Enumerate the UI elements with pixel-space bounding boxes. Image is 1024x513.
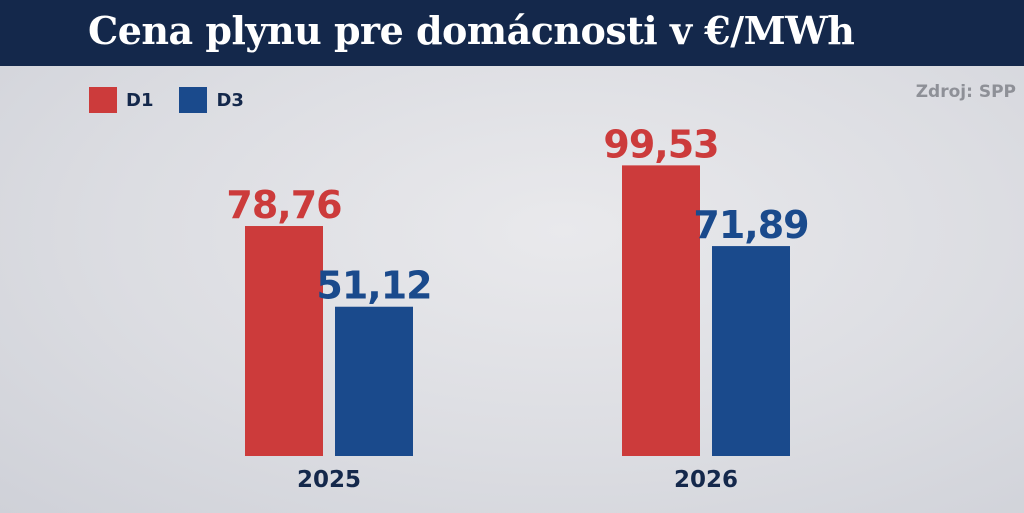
data-label-d3-2026: 71,89 — [693, 203, 808, 247]
bar-d1-2026 — [622, 165, 700, 456]
legend-label-d3: D3 — [216, 89, 244, 111]
data-label-d1-2025: 78,76 — [226, 183, 341, 227]
legend-item-d1: D1 — [89, 87, 153, 113]
legend-label-d1: D1 — [126, 89, 154, 111]
bar-d3-2026 — [712, 246, 790, 456]
legend-swatch-d1 — [89, 87, 117, 113]
chart-title: Cena plynu pre domácnosti v €/MWh — [88, 8, 855, 53]
legend-item-d3: D3 — [179, 87, 244, 113]
legend: D1 D3 — [89, 87, 270, 113]
data-label-d3-2025: 51,12 — [316, 264, 431, 308]
data-label-d1-2026: 99,53 — [603, 122, 718, 166]
x-tick-label-2025: 2025 — [297, 467, 361, 493]
source-note: Zdroj: SPP — [915, 82, 1016, 102]
x-tick-label-2026: 2026 — [674, 467, 738, 493]
legend-swatch-d3 — [179, 87, 208, 113]
bar-d3-2025 — [335, 306, 413, 456]
header-bar: Cena plynu pre domácnosti v €/MWh — [0, 0, 1024, 66]
bar-d1-2025 — [245, 226, 323, 456]
